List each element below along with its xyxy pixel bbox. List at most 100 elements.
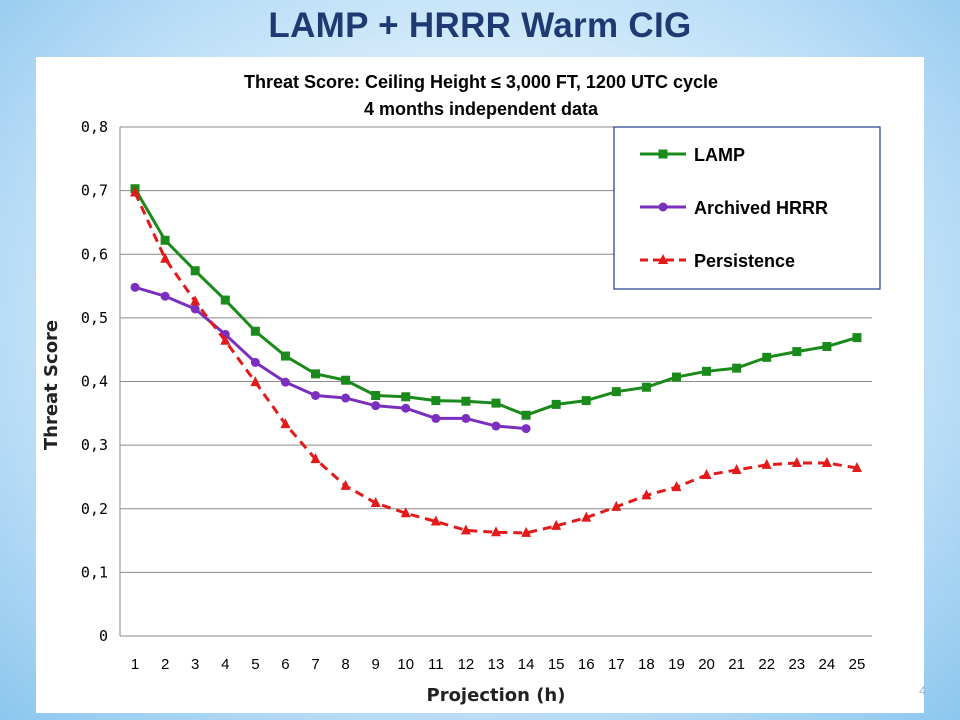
x-tick-label: 11: [428, 656, 444, 673]
x-tick-label: 1: [131, 656, 139, 673]
x-tick-label: 23: [788, 656, 805, 673]
data-point-lamp: [581, 396, 591, 406]
y-tick-label: 0,5: [81, 309, 108, 327]
axes: 00,10,20,30,40,50,60,70,81 2 3 4 5 6 7 8 9 10 11 12…: [81, 118, 872, 673]
x-tick-label: 7: [311, 656, 319, 673]
threat-score-chart: Threat Score: Ceiling Height ≤ 3,000 FT,…: [41, 72, 881, 706]
y-tick-label: 0: [99, 627, 108, 645]
data-point-persistence: [370, 497, 381, 508]
data-point-persistence: [551, 519, 562, 530]
data-point-persistence: [641, 489, 652, 500]
data-point-archived-hrrr: [461, 413, 471, 423]
data-point-persistence: [310, 453, 321, 464]
data-point-persistence: [160, 252, 171, 263]
data-point-lamp: [190, 266, 200, 276]
data-point-archived-hrrr: [521, 424, 531, 434]
data-point-lamp: [461, 396, 471, 406]
x-tick-label: 21: [728, 656, 745, 673]
data-point-lamp: [431, 396, 441, 406]
legend-entry-lamp: LAMP: [640, 145, 745, 165]
x-tick-label: 2: [161, 656, 169, 673]
data-point-lamp: [792, 347, 802, 357]
data-point-persistence: [851, 462, 862, 473]
data-point-archived-hrrr: [280, 377, 290, 387]
x-axis-title: Projection (h): [427, 685, 566, 706]
data-point-persistence: [460, 524, 471, 535]
data-point-archived-hrrr: [190, 304, 200, 314]
data-point-lamp: [371, 390, 381, 400]
x-tick-label: 12: [458, 656, 475, 673]
data-point-archived-hrrr: [130, 282, 140, 292]
legend-entry-persistence: Persistence: [640, 251, 795, 271]
data-point-lamp: [280, 351, 290, 361]
data-point-lamp: [732, 363, 742, 373]
data-point-persistence: [761, 458, 772, 469]
data-point-lamp: [551, 399, 561, 409]
data-point-persistence: [430, 515, 441, 526]
data-point-archived-hrrr: [491, 421, 501, 431]
chart-title: Threat Score: Ceiling Height ≤ 3,000 FT,…: [244, 72, 718, 92]
gridlines: [120, 126, 872, 637]
y-tick-label: 0,7: [81, 182, 108, 200]
data-point-persistence: [611, 500, 622, 511]
x-tick-label: 19: [668, 656, 685, 673]
data-point-persistence: [250, 376, 261, 387]
data-point-persistence: [581, 511, 592, 522]
data-point-archived-hrrr: [401, 403, 411, 413]
x-tick-label: 9: [372, 656, 380, 673]
slide-title: LAMP + HRRR Warm CIG: [268, 6, 692, 45]
y-axis-title: Threat Score: [41, 320, 62, 450]
data-point-archived-hrrr: [160, 291, 170, 301]
data-point-lamp: [311, 369, 321, 379]
x-tick-label: 13: [488, 656, 505, 673]
x-tick-label: 5: [251, 656, 259, 673]
data-point-lamp: [491, 398, 501, 408]
y-tick-label: 0,6: [81, 245, 108, 263]
x-tick-label: 6: [281, 656, 289, 673]
data-point-persistence: [521, 526, 532, 537]
x-tick-label: 22: [758, 656, 775, 673]
data-point-archived-hrrr: [371, 401, 381, 411]
data-point-lamp: [671, 372, 681, 382]
legend-label-persistence: Persistence: [694, 251, 795, 271]
legend-entry-archived-hrrr: Archived HRRR: [640, 198, 828, 218]
data-point-persistence: [701, 469, 712, 480]
x-tick-label: 20: [698, 656, 715, 673]
data-point-lamp: [160, 235, 170, 245]
data-point-lamp: [521, 410, 531, 420]
data-point-archived-hrrr: [250, 357, 260, 367]
data-point-lamp: [762, 352, 772, 362]
data-point-persistence: [671, 481, 682, 492]
series-line-archived-hrrr: [134, 285, 527, 431]
y-tick-label: 0,2: [81, 500, 108, 518]
legend-marker-persistence: [658, 254, 668, 264]
series-layer: [130, 184, 862, 537]
series-archived-hrrr: [130, 282, 531, 434]
x-tick-label: 24: [819, 656, 836, 673]
data-point-lamp: [822, 342, 832, 352]
data-point-persistence: [190, 295, 201, 306]
data-point-lamp: [220, 295, 230, 305]
data-point-lamp: [702, 366, 712, 376]
series-persistence: [130, 186, 862, 537]
data-point-persistence: [731, 463, 742, 474]
data-point-lamp: [401, 392, 411, 402]
legend-marker-lamp: [658, 149, 668, 159]
x-tick-label: 25: [849, 656, 866, 673]
y-tick-label: 0,4: [81, 373, 108, 391]
data-point-persistence: [791, 456, 802, 467]
chart-panel: Threat Score: Ceiling Height ≤ 3,000 FT,…: [36, 57, 924, 713]
x-tick-label: 18: [638, 656, 655, 673]
data-point-persistence: [220, 334, 231, 345]
x-tick-label: 15: [548, 656, 565, 673]
x-tick-label: 3: [191, 656, 199, 673]
x-tick-label: 8: [341, 656, 349, 673]
x-tick-label: 14: [518, 656, 535, 673]
data-point-lamp: [852, 333, 862, 343]
y-tick-label: 0,1: [81, 563, 108, 581]
y-tick-label: 0,3: [81, 436, 108, 454]
legend-label-lamp: LAMP: [694, 145, 745, 165]
chart-subtitle: 4 months independent data: [364, 99, 599, 119]
data-point-archived-hrrr: [311, 390, 321, 400]
data-point-persistence: [400, 507, 411, 518]
